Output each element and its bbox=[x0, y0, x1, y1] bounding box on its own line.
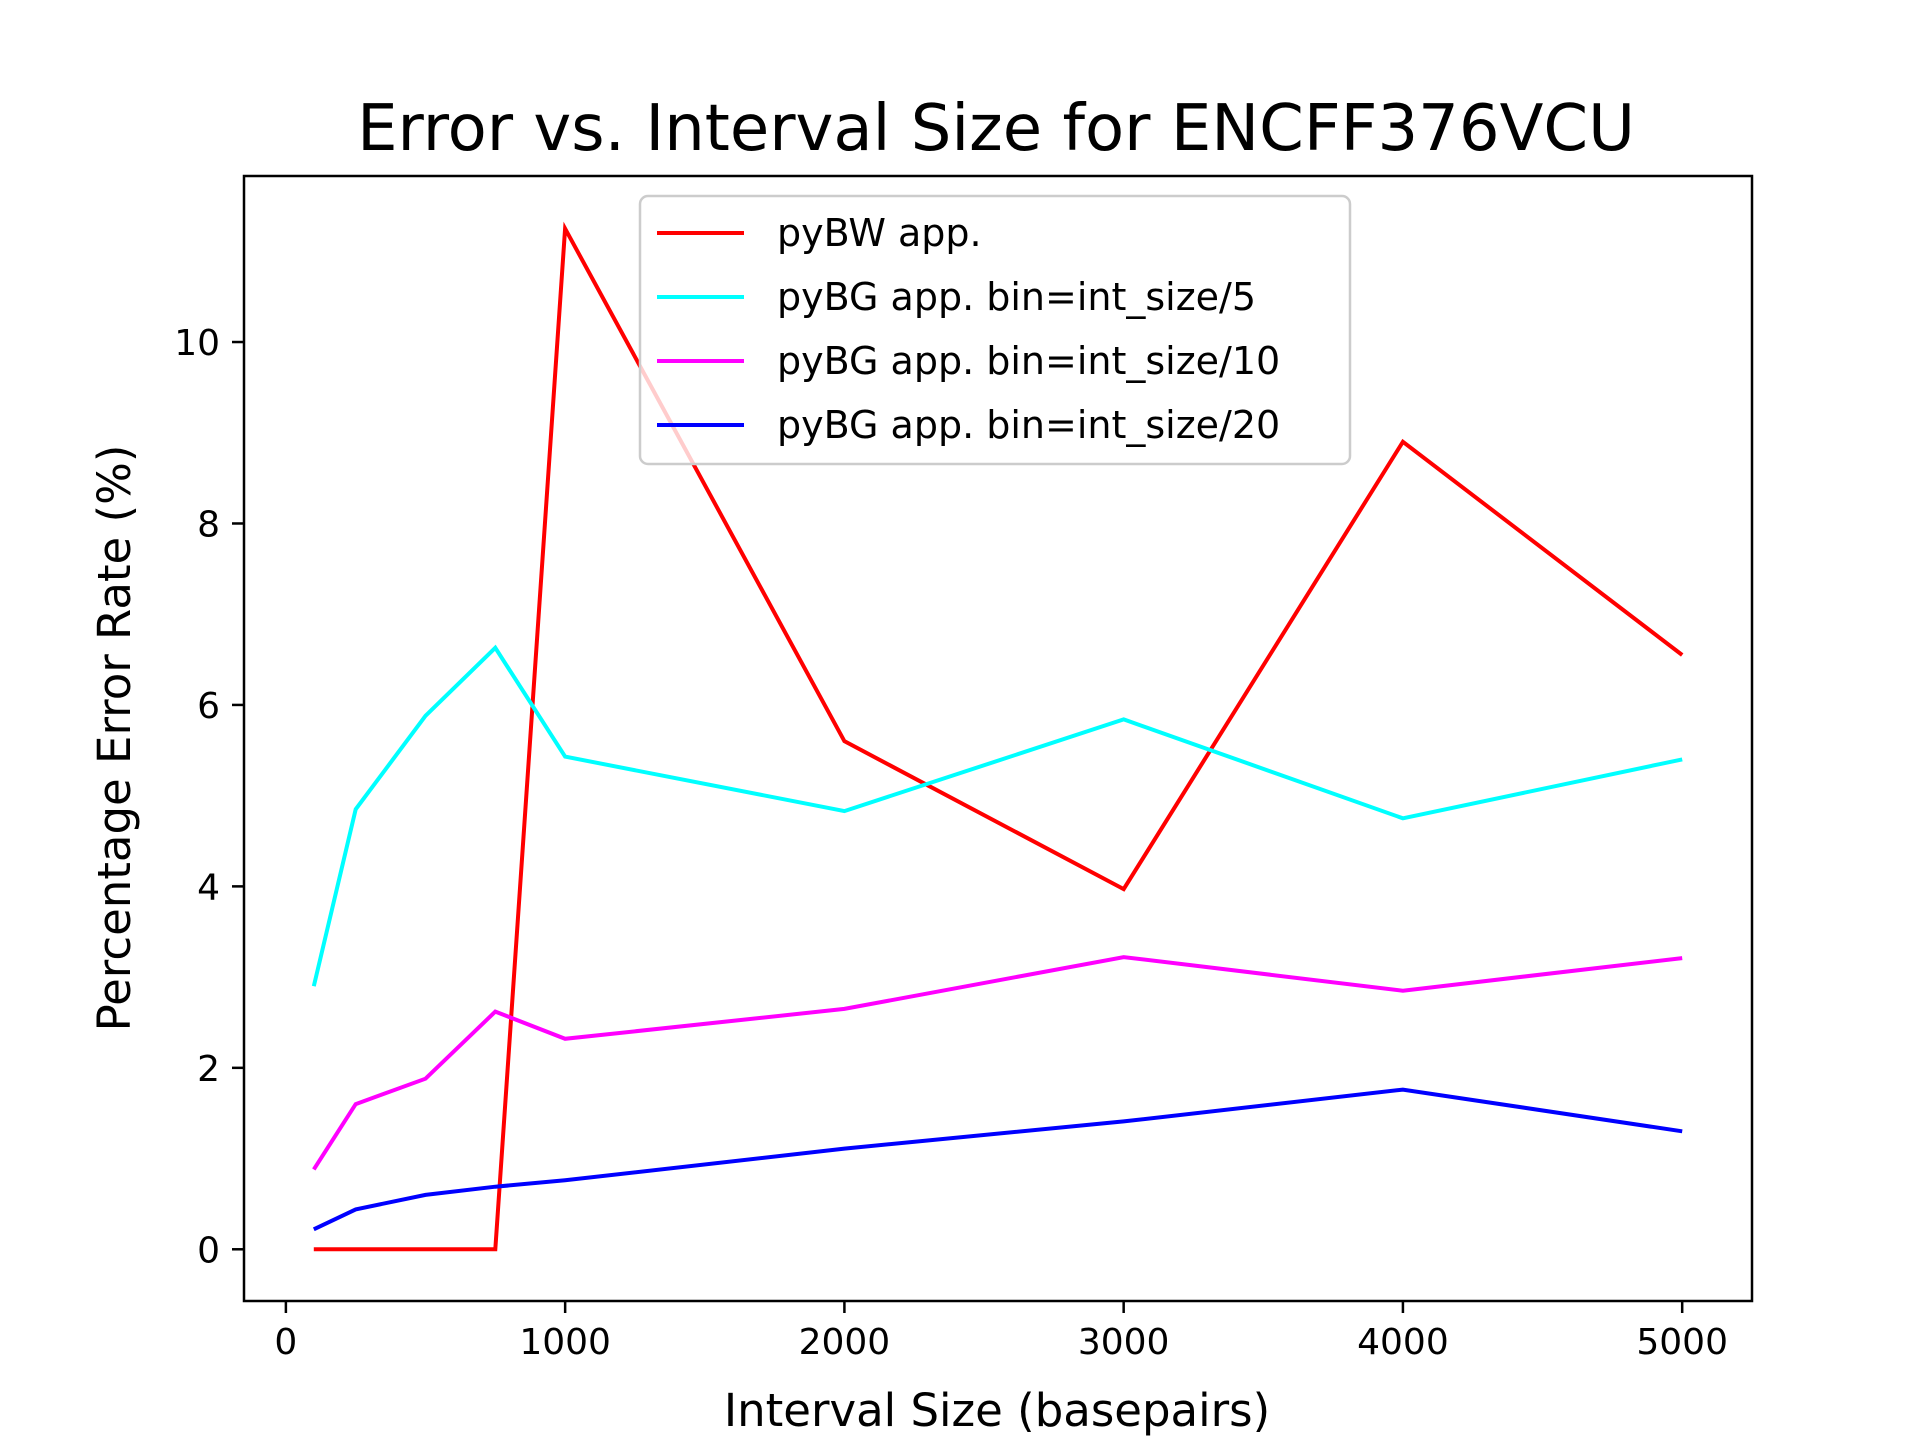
legend-label-4: pyBG app. bin=int_size/20 bbox=[777, 403, 1280, 447]
legend: pyBW app. pyBG app. bin=int_size/5 pyBG ap… bbox=[638, 194, 1352, 466]
y-axis-label: Percentage Error Rate (%) bbox=[88, 445, 141, 1032]
y-tick-label: 6 bbox=[197, 686, 220, 727]
plot-frame bbox=[242, 174, 1754, 1303]
x-axis-label: Interval Size (basepairs) bbox=[724, 1384, 1270, 1437]
x-tick-label: 3000 bbox=[1078, 1322, 1170, 1363]
y-axis-ticks: 0 2 4 6 8 10 bbox=[174, 323, 244, 1271]
x-tick-label: 4000 bbox=[1357, 1322, 1449, 1363]
x-tick-label: 5000 bbox=[1636, 1322, 1728, 1363]
legend-label-3: pyBG app. bin=int_size/10 bbox=[777, 339, 1280, 383]
legend-label-1: pyBW app. bbox=[777, 211, 982, 255]
y-tick-label: 2 bbox=[197, 1049, 220, 1090]
series-line-4 bbox=[312, 1087, 1683, 1232]
x-tick-label: 2000 bbox=[799, 1322, 891, 1363]
legend-box bbox=[638, 194, 1352, 466]
x-axis-ticks: 0 1000 2000 3000 4000 5000 bbox=[274, 1301, 1728, 1363]
y-tick-label: 0 bbox=[197, 1230, 220, 1271]
x-tick-label: 0 bbox=[274, 1322, 297, 1363]
series-line-1 bbox=[313, 221, 1684, 1252]
x-tick-label: 1000 bbox=[519, 1322, 611, 1363]
series-line-3 bbox=[312, 955, 1683, 1171]
y-tick-label: 8 bbox=[197, 504, 220, 545]
series-line-2 bbox=[311, 644, 1683, 987]
y-tick-label: 10 bbox=[174, 323, 220, 364]
chart-title: Error vs. Interval Size for ENCFF376VCU bbox=[357, 92, 1635, 166]
plot-area bbox=[311, 221, 1684, 1252]
legend-label-2: pyBG app. bin=int_size/5 bbox=[777, 275, 1256, 319]
y-tick-label: 4 bbox=[197, 867, 220, 908]
